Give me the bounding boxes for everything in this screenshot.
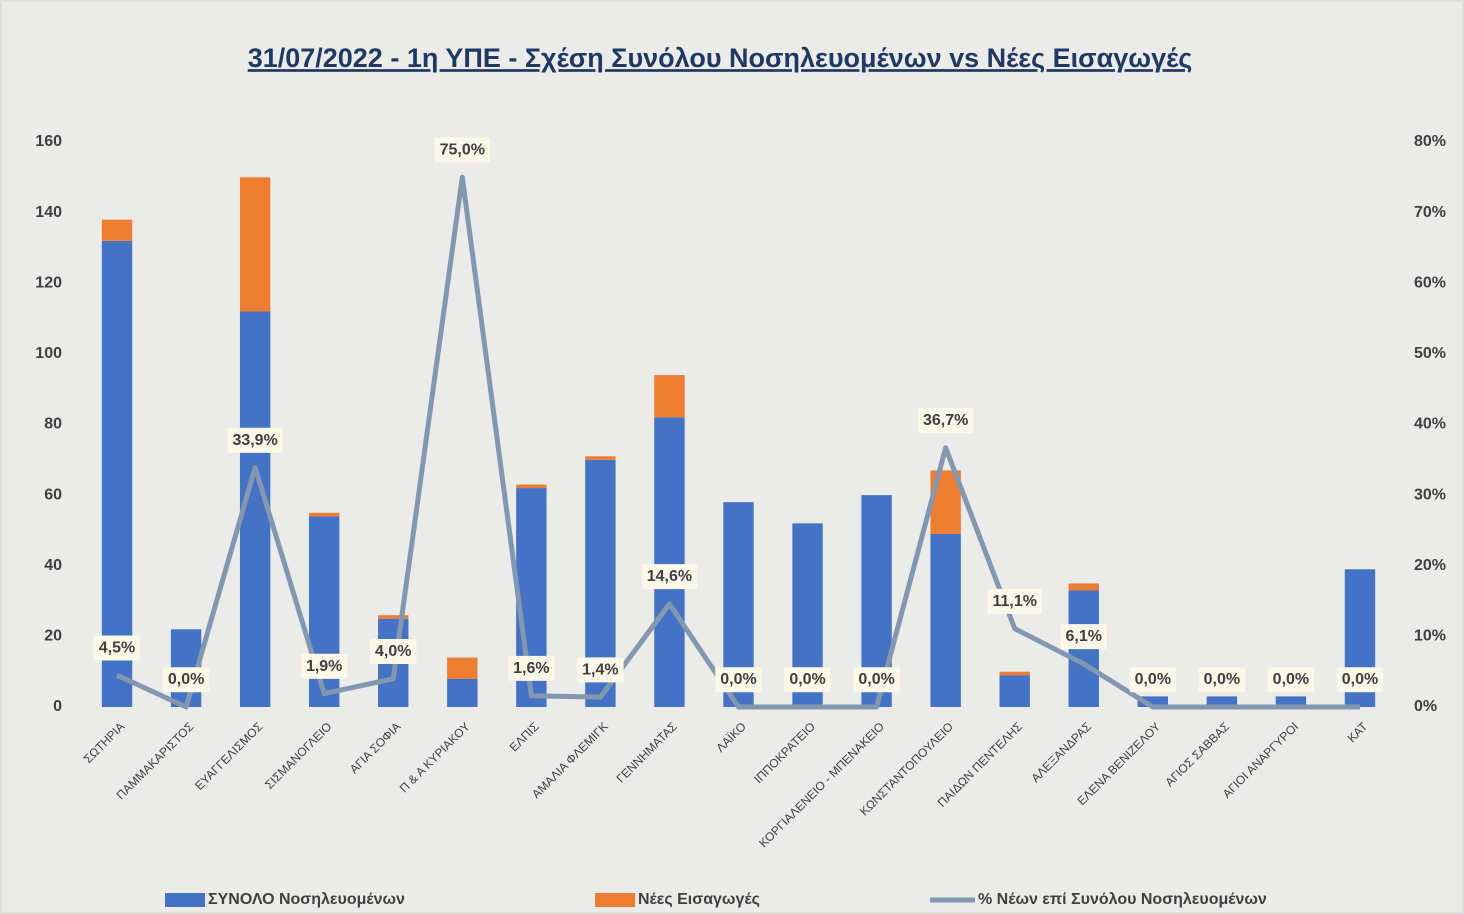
bar bbox=[516, 484, 547, 489]
bar bbox=[1275, 696, 1307, 707]
y2-tick-label: 10% bbox=[1414, 628, 1446, 645]
y2-tick-label: 0% bbox=[1414, 698, 1437, 715]
y-tick-label: 100 bbox=[35, 345, 62, 362]
bar bbox=[447, 678, 478, 707]
data-label-box bbox=[641, 564, 698, 590]
bar bbox=[999, 675, 1030, 707]
y-tick-label: 20 bbox=[44, 628, 62, 645]
data-label: 0,0% bbox=[789, 671, 825, 688]
data-label: 1,6% bbox=[513, 660, 549, 677]
y2-tick-label: 70% bbox=[1414, 204, 1446, 221]
bar bbox=[101, 240, 133, 707]
y-tick-label: 160 bbox=[35, 133, 62, 150]
legend-swatch bbox=[165, 893, 205, 907]
data-label-box bbox=[508, 655, 555, 681]
legend-label: % Νέων επί Συνόλου Νοσηλευομένων bbox=[978, 891, 1267, 908]
data-label: 0,0% bbox=[168, 671, 204, 688]
data-label-box bbox=[715, 667, 762, 693]
y-tick-label: 140 bbox=[35, 204, 62, 221]
data-label-box bbox=[577, 657, 624, 683]
data-label-box bbox=[162, 667, 210, 693]
data-label-box bbox=[227, 427, 283, 453]
y-tick-label: 0 bbox=[53, 698, 62, 715]
data-label-box bbox=[434, 137, 490, 163]
data-label-box bbox=[784, 667, 831, 693]
bar bbox=[999, 671, 1030, 676]
bar bbox=[654, 375, 685, 418]
data-label-box bbox=[1267, 667, 1315, 693]
data-label: 1,4% bbox=[582, 661, 618, 678]
data-label: 0,0% bbox=[1204, 671, 1240, 688]
bar bbox=[308, 512, 340, 517]
data-label-box bbox=[300, 653, 348, 679]
data-label: 1,9% bbox=[306, 658, 342, 675]
bar bbox=[447, 657, 478, 679]
data-label: 0,0% bbox=[720, 671, 756, 688]
data-label: 33,9% bbox=[232, 432, 277, 449]
y2-tick-label: 30% bbox=[1414, 486, 1446, 503]
line bbox=[115, 174, 1360, 710]
y2-tick-label: 80% bbox=[1414, 133, 1446, 150]
data-label: 6,1% bbox=[1066, 628, 1102, 645]
y2-tick-label: 60% bbox=[1414, 274, 1446, 291]
legend-label: Νέες Εισαγωγές bbox=[638, 891, 760, 908]
y-tick-label: 80 bbox=[44, 416, 62, 433]
data-label: 0,0% bbox=[1273, 671, 1309, 688]
data-label-box bbox=[917, 408, 974, 434]
bar bbox=[654, 417, 685, 707]
data-label-box bbox=[93, 635, 141, 661]
y-tick-label: 60 bbox=[44, 486, 62, 503]
data-label: 0,0% bbox=[1342, 671, 1378, 688]
y-tick-label: 40 bbox=[44, 557, 62, 574]
data-label-box bbox=[1336, 667, 1384, 693]
data-label-box bbox=[1060, 624, 1107, 650]
bar bbox=[1137, 696, 1169, 707]
bar bbox=[1206, 696, 1238, 707]
data-label-box bbox=[1198, 667, 1246, 693]
data-label-box bbox=[987, 588, 1042, 614]
data-label: 11,1% bbox=[992, 593, 1036, 610]
data-label: 14,6% bbox=[647, 568, 692, 585]
chart-title: 31/07/2022 - 1η ΥΠΕ - Σχέση Συνόλου Νοση… bbox=[248, 43, 1193, 73]
legend-label: ΣΥΝΟΛΟ Νοσηλευομένων bbox=[208, 891, 405, 908]
data-label: 4,0% bbox=[375, 643, 411, 660]
bar bbox=[1068, 583, 1099, 591]
y2-tick-label: 20% bbox=[1414, 557, 1446, 574]
bar bbox=[378, 615, 409, 619]
y2-tick-label: 40% bbox=[1414, 416, 1446, 433]
data-label: 75,0% bbox=[440, 142, 485, 159]
y-tick-label: 120 bbox=[35, 274, 62, 291]
data-label-box bbox=[370, 638, 417, 664]
bar bbox=[101, 219, 133, 241]
data-label: 36,7% bbox=[923, 412, 968, 429]
data-label: 0,0% bbox=[858, 671, 894, 688]
bar bbox=[585, 456, 616, 460]
y2-tick-label: 50% bbox=[1414, 345, 1446, 362]
data-label: 4,5% bbox=[99, 639, 135, 656]
bar bbox=[930, 533, 961, 707]
data-label: 0,0% bbox=[1135, 671, 1171, 688]
data-label-box bbox=[1129, 667, 1177, 693]
legend-swatch bbox=[595, 893, 635, 907]
bar bbox=[239, 177, 271, 312]
data-label-box bbox=[853, 667, 900, 693]
